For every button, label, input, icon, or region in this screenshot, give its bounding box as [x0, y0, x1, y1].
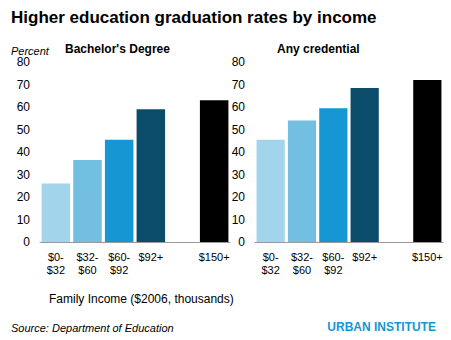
- svg-text:$32: $32: [47, 264, 65, 276]
- svg-text:Source: Department of Educatio: Source: Department of Education: [11, 322, 174, 334]
- svg-text:60: 60: [232, 100, 246, 114]
- svg-text:$150+: $150+: [199, 251, 230, 263]
- svg-text:$60: $60: [78, 264, 96, 276]
- svg-text:$150+: $150+: [412, 251, 443, 263]
- svg-text:$0-: $0-: [48, 251, 64, 263]
- svg-text:40: 40: [232, 145, 246, 159]
- svg-text:80: 80: [17, 55, 31, 69]
- svg-text:Bachelor's Degree: Bachelor's Degree: [65, 42, 170, 56]
- svg-text:$32-: $32-: [76, 251, 98, 263]
- svg-text:40: 40: [17, 145, 31, 159]
- svg-text:70: 70: [232, 78, 246, 92]
- svg-text:30: 30: [17, 168, 31, 182]
- svg-text:0: 0: [23, 235, 30, 249]
- svg-text:$32: $32: [261, 264, 279, 276]
- svg-text:$0-: $0-: [263, 251, 279, 263]
- svg-text:20: 20: [232, 190, 246, 204]
- svg-text:50: 50: [17, 123, 31, 137]
- svg-text:Family Income ($2006, thousand: Family Income ($2006, thousands): [49, 292, 234, 306]
- svg-text:$92+: $92+: [138, 251, 163, 263]
- svg-text:80: 80: [232, 55, 246, 69]
- svg-text:$92: $92: [324, 264, 342, 276]
- svg-text:URBAN INSTITUTE: URBAN INSTITUTE: [327, 320, 436, 334]
- svg-text:60: 60: [17, 100, 31, 114]
- svg-text:$60-: $60-: [322, 251, 344, 263]
- svg-text:$32-: $32-: [291, 251, 313, 263]
- svg-text:Higher education graduation ra: Higher education graduation rates by inc…: [11, 8, 377, 27]
- svg-text:30: 30: [232, 168, 246, 182]
- svg-text:$92: $92: [110, 264, 128, 276]
- svg-text:20: 20: [17, 190, 31, 204]
- svg-text:Percent: Percent: [11, 45, 50, 57]
- svg-text:70: 70: [17, 78, 31, 92]
- svg-text:10: 10: [232, 213, 246, 227]
- svg-text:50: 50: [232, 123, 246, 137]
- svg-text:0: 0: [238, 235, 245, 249]
- svg-text:$60: $60: [293, 264, 311, 276]
- svg-text:10: 10: [17, 213, 31, 227]
- svg-text:$60-: $60-: [108, 251, 130, 263]
- svg-text:$92+: $92+: [352, 251, 377, 263]
- svg-text:Any credential: Any credential: [277, 42, 360, 56]
